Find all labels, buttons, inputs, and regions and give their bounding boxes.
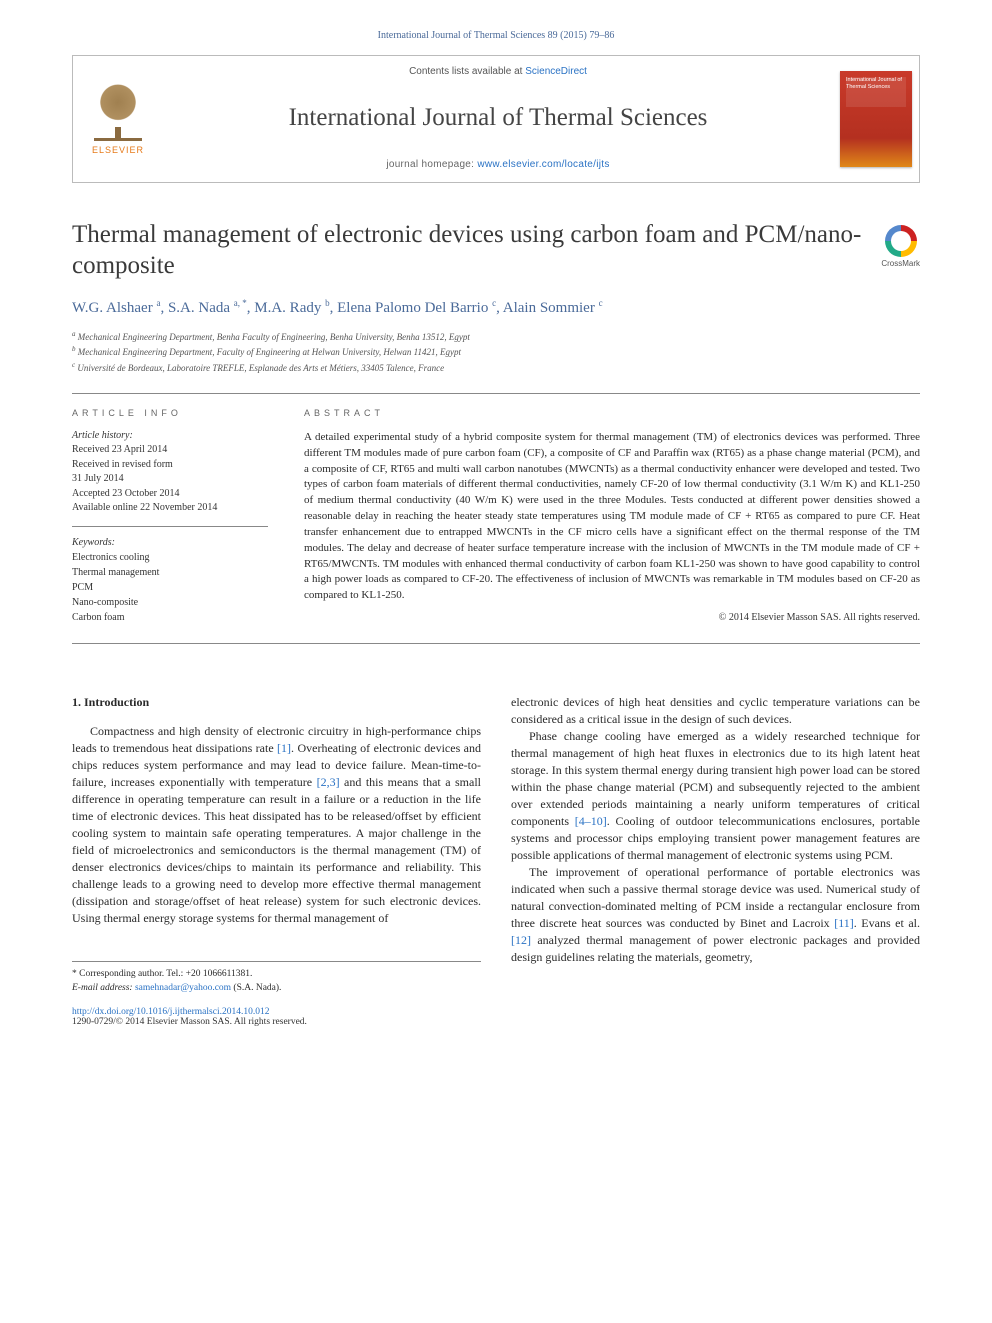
history-line: Accepted 23 October 2014 [72,487,268,502]
journal-cover-block: International Journal of Thermal Science… [833,56,919,182]
keyword-line: Thermal management [72,565,268,580]
corresponding-email-line: E-mail address: samehnadar@yahoo.com (S.… [72,982,481,996]
keyword-line: Electronics cooling [72,550,268,565]
info-abstract-row: ARTICLE INFO Article history: Received 2… [72,393,920,644]
history-lines: Received 23 April 2014Received in revise… [72,443,268,516]
affiliation-line: b Mechanical Engineering Department, Fac… [72,344,920,360]
affiliation-line: c Université de Bordeaux, Laboratoire TR… [72,360,920,376]
contents-prefix: Contents lists available at [409,66,525,77]
corresponding-email-link[interactable]: samehnadar@yahoo.com [135,983,231,993]
body-column-right: electronic devices of high heat densitie… [511,694,920,996]
intro-paragraph-1-cont: electronic devices of high heat densitie… [511,694,920,728]
author-list: W.G. Alshaer a, S.A. Nada a, *, M.A. Rad… [72,298,920,317]
keywords-heading: Keywords: [72,537,268,548]
keyword-lines: Electronics coolingThermal managementPCM… [72,550,268,625]
article-history-block: Article history: Received 23 April 2014R… [72,430,268,527]
intro-paragraph-2: Phase change cooling have emerged as a w… [511,728,920,864]
body-columns: 1. Introduction Compactness and high den… [72,694,920,996]
journal-name: International Journal of Thermal Science… [289,104,708,132]
journal-reference: International Journal of Thermal Science… [72,30,920,41]
homepage-prefix: journal homepage: [386,159,477,170]
history-line: Received 23 April 2014 [72,443,268,458]
journal-cover-icon: International Journal of Thermal Science… [840,71,912,167]
intro-paragraph-1: Compactness and high density of electron… [72,723,481,927]
abstract-copyright: © 2014 Elsevier Masson SAS. All rights r… [304,612,920,623]
section-heading-intro: 1. Introduction [72,694,481,711]
doi-link[interactable]: http://dx.doi.org/10.1016/j.ijthermalsci… [72,1007,920,1017]
keyword-line: Nano-composite [72,595,268,610]
title-row: Thermal management of electronic devices… [72,219,920,282]
crossmark-icon [885,225,917,257]
abstract-text: A detailed experimental study of a hybri… [304,430,920,604]
corresponding-author-footer: * Corresponding author. Tel.: +20 106661… [72,961,481,996]
crossmark-label: CrossMark [881,259,920,268]
history-line: Available online 22 November 2014 [72,501,268,516]
intro-paragraph-3: The improvement of operational performan… [511,864,920,966]
homepage-link[interactable]: www.elsevier.com/locate/ijts [477,159,609,170]
keyword-line: PCM [72,580,268,595]
publisher-label: ELSEVIER [92,145,144,155]
citation-link[interactable]: [11] [834,916,854,930]
issn-copyright-line: 1290-0729/© 2014 Elsevier Masson SAS. Al… [72,1017,920,1027]
elsevier-tree-icon [94,83,142,141]
history-line: 31 July 2014 [72,472,268,487]
corresponding-author-line: * Corresponding author. Tel.: +20 106661… [72,968,481,982]
keywords-block: Keywords: Electronics coolingThermal man… [72,537,268,625]
contents-available-line: Contents lists available at ScienceDirec… [409,66,587,77]
keyword-line: Carbon foam [72,610,268,625]
abstract-column: ABSTRACT A detailed experimental study o… [304,408,920,625]
homepage-line: journal homepage: www.elsevier.com/locat… [386,159,609,170]
publisher-logo-block: ELSEVIER [73,56,163,182]
article-info-label: ARTICLE INFO [72,408,268,418]
citation-link[interactable]: [1] [277,741,291,755]
masthead: ELSEVIER Contents lists available at Sci… [72,55,920,183]
cover-text: International Journal of Thermal Science… [846,77,906,90]
crossmark-badge[interactable]: CrossMark [881,219,920,268]
article-title: Thermal management of electronic devices… [72,219,861,282]
masthead-center: Contents lists available at ScienceDirec… [163,56,833,182]
abstract-label: ABSTRACT [304,408,920,418]
affiliation-line: a Mechanical Engineering Department, Ben… [72,329,920,345]
article-info-column: ARTICLE INFO Article history: Received 2… [72,408,268,625]
history-line: Received in revised form [72,458,268,473]
sciencedirect-link[interactable]: ScienceDirect [525,66,587,77]
citation-link[interactable]: [12] [511,933,531,947]
history-heading: Article history: [72,430,268,441]
page: International Journal of Thermal Science… [0,0,992,1067]
citation-link[interactable]: [2,3] [317,775,340,789]
citation-link[interactable]: [4–10] [575,814,607,828]
affiliations: a Mechanical Engineering Department, Ben… [72,329,920,376]
body-column-left: 1. Introduction Compactness and high den… [72,694,481,996]
